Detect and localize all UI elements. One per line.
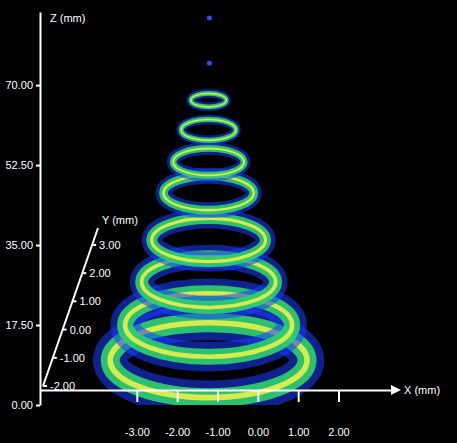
ring-core [191,93,227,106]
y-tick-label: -2.00 [50,380,75,392]
x-tick-mark [177,390,179,402]
x-tick: -2.00 [165,390,190,438]
y-tick-mark [53,357,57,359]
x-tick-label: -1.00 [205,426,230,438]
z-tick-label: 0.00 [12,399,33,411]
z-tick-label: 17.50 [5,319,33,331]
z-axis-title: Z (mm) [50,12,85,24]
z-axis: 0.00 17.50 35.00 52.50 70.00 [5,13,40,412]
x-tick-label: 2.00 [328,426,349,438]
x-tick-mark [217,390,219,402]
x-tick-label: -3.00 [125,426,150,438]
x-tick: 0.00 [248,390,269,438]
y-tick-label: 0.00 [70,324,91,336]
z-tick-label: 52.50 [5,159,33,171]
y-tick-mark [82,272,86,274]
z-tick-mark [36,405,40,407]
y-tick-label: 1.00 [79,295,100,307]
z-tick: 0.00 [12,399,40,411]
background [0,0,457,443]
x-tick-label: 0.00 [248,426,269,438]
y-tick-label: 2.00 [89,267,110,279]
z-tick: 70.00 [5,79,40,91]
ring-glow [152,218,266,261]
z-tick-mark [36,85,40,87]
ring-core [152,218,266,261]
y-tick-label: 3.00 [99,239,120,251]
ring-body [191,93,227,106]
x-tick-mark [338,390,340,402]
chart: 0.00 17.50 35.00 52.50 70.00 Z (mm) -3.00 -2.00… [0,0,457,443]
ring-glow [191,93,227,106]
ring-glow [181,119,236,140]
z-tick-mark [36,165,40,167]
z-tick: 17.50 [5,319,40,331]
z-tick-label: 70.00 [5,79,33,91]
ring-body [173,148,244,175]
y-axis: -2.00 -1.00 0.00 1.00 2.00 3.00 Y (mm) [43,214,138,392]
x-axis: -3.00 -2.00 -1.00 0.00 1.00 2.00 [41,390,396,438]
x-tick-label: 1.00 [288,426,309,438]
ring-body [152,218,266,261]
x-tick-mark [257,390,259,402]
ring-core [173,148,244,175]
z-tick: 35.00 [5,239,40,251]
ring-core [181,119,236,140]
x-tick-mark [298,390,300,402]
z-axis-line [40,13,42,406]
z-tick-mark [36,245,40,247]
y-tick-mark [43,385,47,387]
x-tick-label: -2.00 [165,426,190,438]
ring-glow [173,148,244,175]
point [207,61,212,66]
z-tick-mark [36,325,40,327]
z-tick: 52.50 [5,159,40,171]
x-axis-title: X (mm) [404,384,440,396]
x-tick: -3.00 [125,390,150,438]
y-tick-label: -1.00 [60,352,85,364]
x-axis-arrow [391,385,401,395]
y-tick-mark [92,244,96,246]
x-tick-mark [136,390,138,402]
y-tick-mark [72,300,76,302]
z-tick-label: 35.00 [5,239,33,251]
x-tick: 2.00 [328,390,349,438]
ring-body [181,119,236,140]
y-tick-mark [63,329,67,331]
y-axis-title: Y (mm) [102,214,138,226]
point [207,15,212,20]
x-tick: 1.00 [288,390,309,438]
x-tick: -1.00 [205,390,230,438]
plot-area [110,15,307,397]
